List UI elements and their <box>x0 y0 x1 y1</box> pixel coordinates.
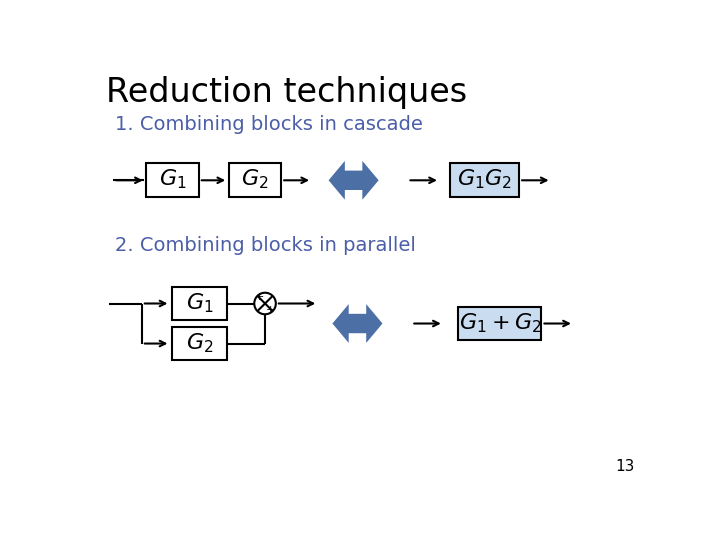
Bar <box>172 327 228 360</box>
Text: +: + <box>255 292 264 302</box>
Text: $G_2$: $G_2$ <box>241 168 269 191</box>
Text: Reduction techniques: Reduction techniques <box>106 76 467 109</box>
Bar <box>450 164 519 197</box>
Bar <box>146 164 199 197</box>
Text: $G_1G_2$: $G_1G_2$ <box>457 168 512 191</box>
Text: $G_1$: $G_1$ <box>186 291 213 314</box>
Polygon shape <box>328 161 379 200</box>
Bar <box>172 287 228 320</box>
Bar <box>229 164 282 197</box>
Bar <box>459 307 541 340</box>
Text: $G_1+G_2$: $G_1+G_2$ <box>459 311 541 335</box>
Polygon shape <box>333 304 382 343</box>
Text: +: + <box>266 305 275 315</box>
Text: 13: 13 <box>616 460 634 475</box>
Text: $G_2$: $G_2$ <box>186 331 213 355</box>
Text: $G_1$: $G_1$ <box>159 168 186 191</box>
Text: 1. Combining blocks in cascade: 1. Combining blocks in cascade <box>115 115 423 134</box>
Text: 2. Combining blocks in parallel: 2. Combining blocks in parallel <box>115 236 415 255</box>
